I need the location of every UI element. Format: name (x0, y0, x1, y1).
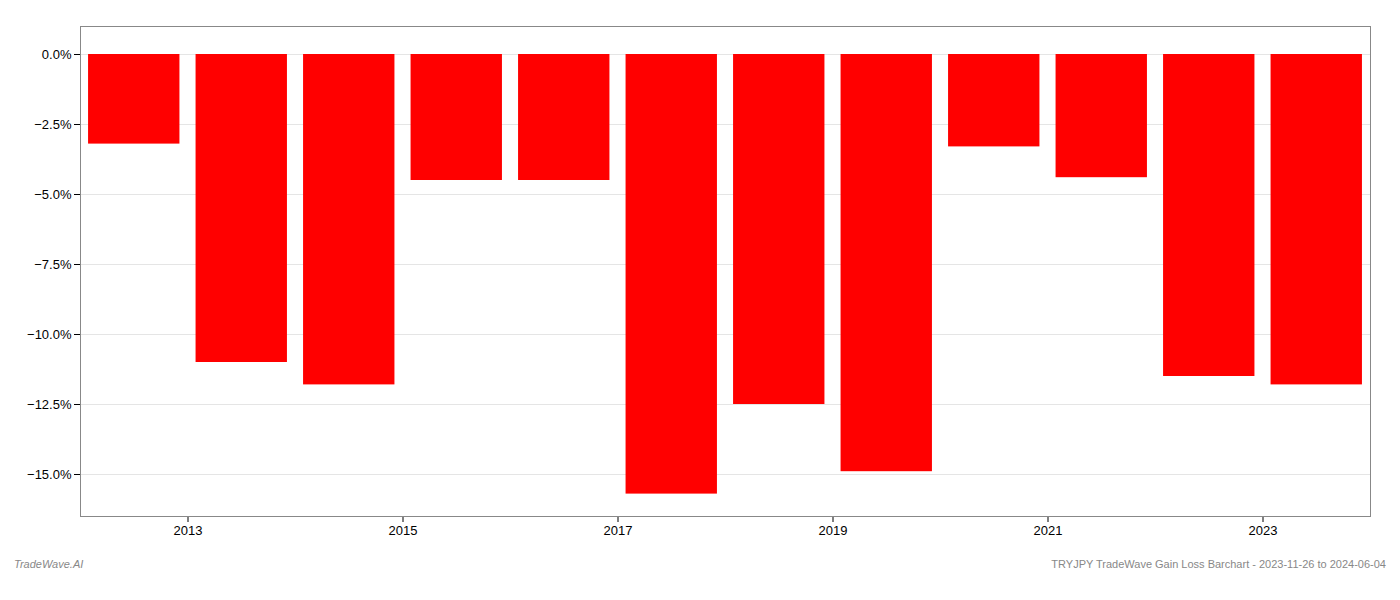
svg-text:2019: 2019 (819, 523, 848, 538)
svg-text:−15.0%: −15.0% (27, 467, 72, 482)
svg-text:−7.5%: −7.5% (34, 257, 72, 272)
svg-text:−10.0%: −10.0% (27, 327, 72, 342)
svg-text:2023: 2023 (1249, 523, 1278, 538)
svg-text:−2.5%: −2.5% (34, 117, 72, 132)
svg-text:2013: 2013 (174, 523, 203, 538)
svg-text:−5.0%: −5.0% (34, 187, 72, 202)
svg-text:2015: 2015 (389, 523, 418, 538)
svg-text:2021: 2021 (1034, 523, 1063, 538)
svg-text:−12.5%: −12.5% (27, 397, 72, 412)
html-text:TRYJPY TradeWave Gain Loss Bar: TRYJPY TradeWave Gain Loss Barchart - 20… (1051, 558, 1386, 570)
svg-text:0.0%: 0.0% (42, 47, 72, 62)
html-text:TradeWave.AI: TradeWave.AI (14, 558, 84, 570)
svg-text:2017: 2017 (604, 523, 633, 538)
